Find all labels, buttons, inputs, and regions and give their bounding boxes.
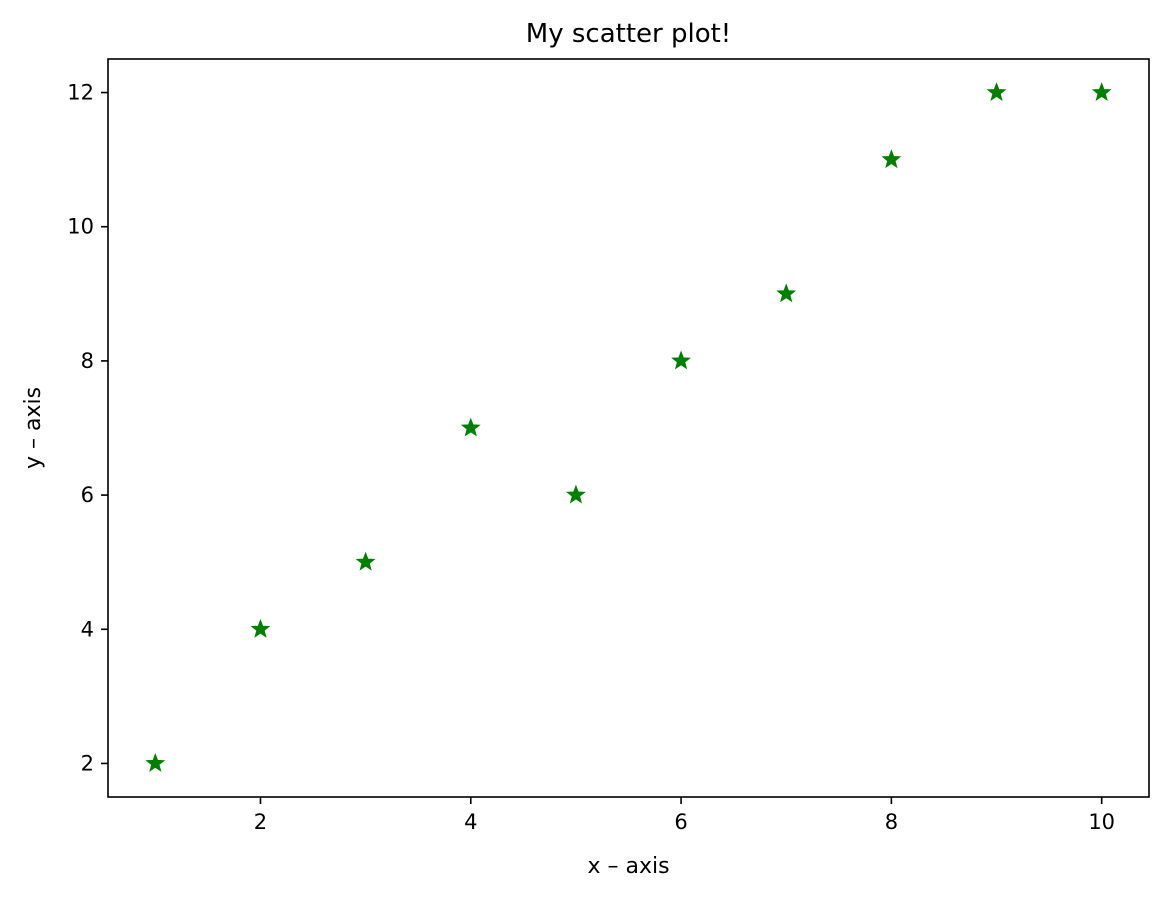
x-tick-label: 4 — [464, 810, 477, 834]
plot-frame — [107, 58, 1150, 798]
scatter-point — [1091, 82, 1112, 101]
y-tick-label: 4 — [81, 617, 94, 641]
scatter-point — [250, 618, 271, 638]
scatter-point — [986, 82, 1007, 101]
x-tick-label: 10 — [1088, 810, 1115, 834]
scatter-point — [145, 753, 166, 772]
x-axis-label: x – axis — [587, 854, 669, 879]
x-tick-label: 8 — [885, 810, 898, 834]
scatter-point — [566, 484, 586, 504]
scatter-point — [881, 149, 902, 169]
y-tick-label: 10 — [67, 215, 94, 239]
y-tick-label: 12 — [67, 81, 94, 105]
x-axis: 2 4 6 8 10 — [254, 797, 1115, 834]
x-tick-label: 2 — [254, 810, 267, 834]
y-tick-label: 6 — [81, 483, 94, 507]
y-tick-label: 2 — [81, 751, 94, 775]
scatter-point — [355, 551, 376, 571]
scatter-point — [671, 350, 691, 370]
plot-area — [145, 82, 1112, 772]
y-tick-label: 8 — [81, 349, 94, 373]
chart-title: My scatter plot! — [526, 19, 731, 49]
x-tick-label: 6 — [674, 810, 687, 834]
scatter-point — [776, 283, 797, 303]
scatter-point — [460, 417, 481, 437]
y-axis: 2 4 6 8 10 12 — [67, 81, 108, 775]
y-axis-label: y – axis — [21, 387, 46, 469]
